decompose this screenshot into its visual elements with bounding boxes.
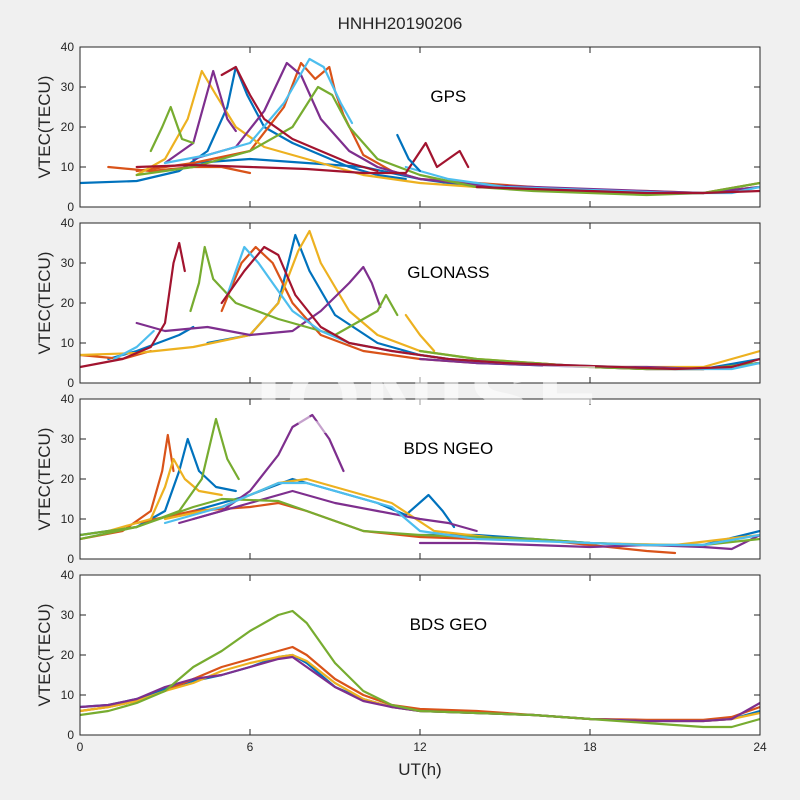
series-line-9 [135,85,760,197]
series-line-6 [404,313,436,353]
series-line-10 [418,533,760,551]
plot-area [80,399,760,559]
y-tick-label: 20 [61,120,75,134]
y-tick-label: 0 [67,200,74,214]
y-tick-label: 10 [61,688,75,702]
series-line-12 [112,329,155,361]
series-line-12 [135,141,470,175]
series-line-14 [220,245,760,371]
y-tick-label: 10 [61,160,75,174]
series-line-5 [80,609,760,729]
panel-1: 0 10 20 30 40 VTEC(TECU) GPS [35,40,761,214]
series-group [80,609,760,729]
y-axis-label: VTEC(TECU) [35,252,54,355]
y-tick-label: 20 [61,472,75,486]
series-line-13 [163,481,760,547]
y-tick-label: 30 [61,80,75,94]
series-line-10 [163,57,354,165]
panel-2: 0 10 20 30 40 VTEC(TECU) GLONASS [35,216,761,390]
panel-label: BDS NGEO [403,439,493,458]
series-line-8 [149,105,195,153]
y-tick-label: 0 [67,552,74,566]
y-axis-label: VTEC(TECU) [35,604,54,707]
x-tick-label: 18 [583,740,597,754]
panel-label: GPS [430,87,466,106]
y-axis-label: VTEC(TECU) [35,428,54,531]
y-axis-label: VTEC(TECU) [35,76,54,179]
series-line-13 [475,185,760,195]
y-tick-label: 0 [67,728,74,742]
y-tick-label: 30 [61,432,75,446]
series-group [80,57,760,197]
y-tick-label: 20 [61,296,75,310]
y-tick-label: 40 [61,568,75,582]
y-tick-label: 0 [67,376,74,390]
y-tick-label: 10 [61,512,75,526]
x-tick-label: 0 [77,740,84,754]
panel-3: 0 10 20 30 40 VTEC(TECU) BDS NGEO [35,392,761,566]
series-group [80,229,760,371]
y-tick-label: 40 [61,392,75,406]
y-tick-label: 20 [61,648,75,662]
series-line-8 [178,413,345,525]
x-tick-label: 24 [753,740,767,754]
y-tick-label: 40 [61,216,75,230]
series-line-6 [107,457,223,533]
y-tick-label: 10 [61,336,75,350]
series-line-6 [163,69,237,165]
y-tick-label: 40 [61,40,75,54]
series-line-15 [396,133,422,173]
y-tick-label: 30 [61,256,75,270]
series-line-9 [189,245,399,337]
series-line-13 [80,241,186,369]
x-tick-label: 12 [413,740,427,754]
plot-area [80,47,760,207]
series-line-14 [220,65,379,173]
figure-title: HNHH20190206 [337,14,463,33]
x-tick-label: 6 [247,740,254,754]
series-group [80,413,760,555]
panel-label: GLONASS [407,263,489,282]
panel-4: 0 10 20 30 40 0 6 12 18 24 VTEC(TECU) BDS GEO [35,568,767,754]
panel-label: BDS GEO [410,615,487,634]
x-axis-label: UT(h) [398,760,442,779]
y-tick-label: 30 [61,608,75,622]
